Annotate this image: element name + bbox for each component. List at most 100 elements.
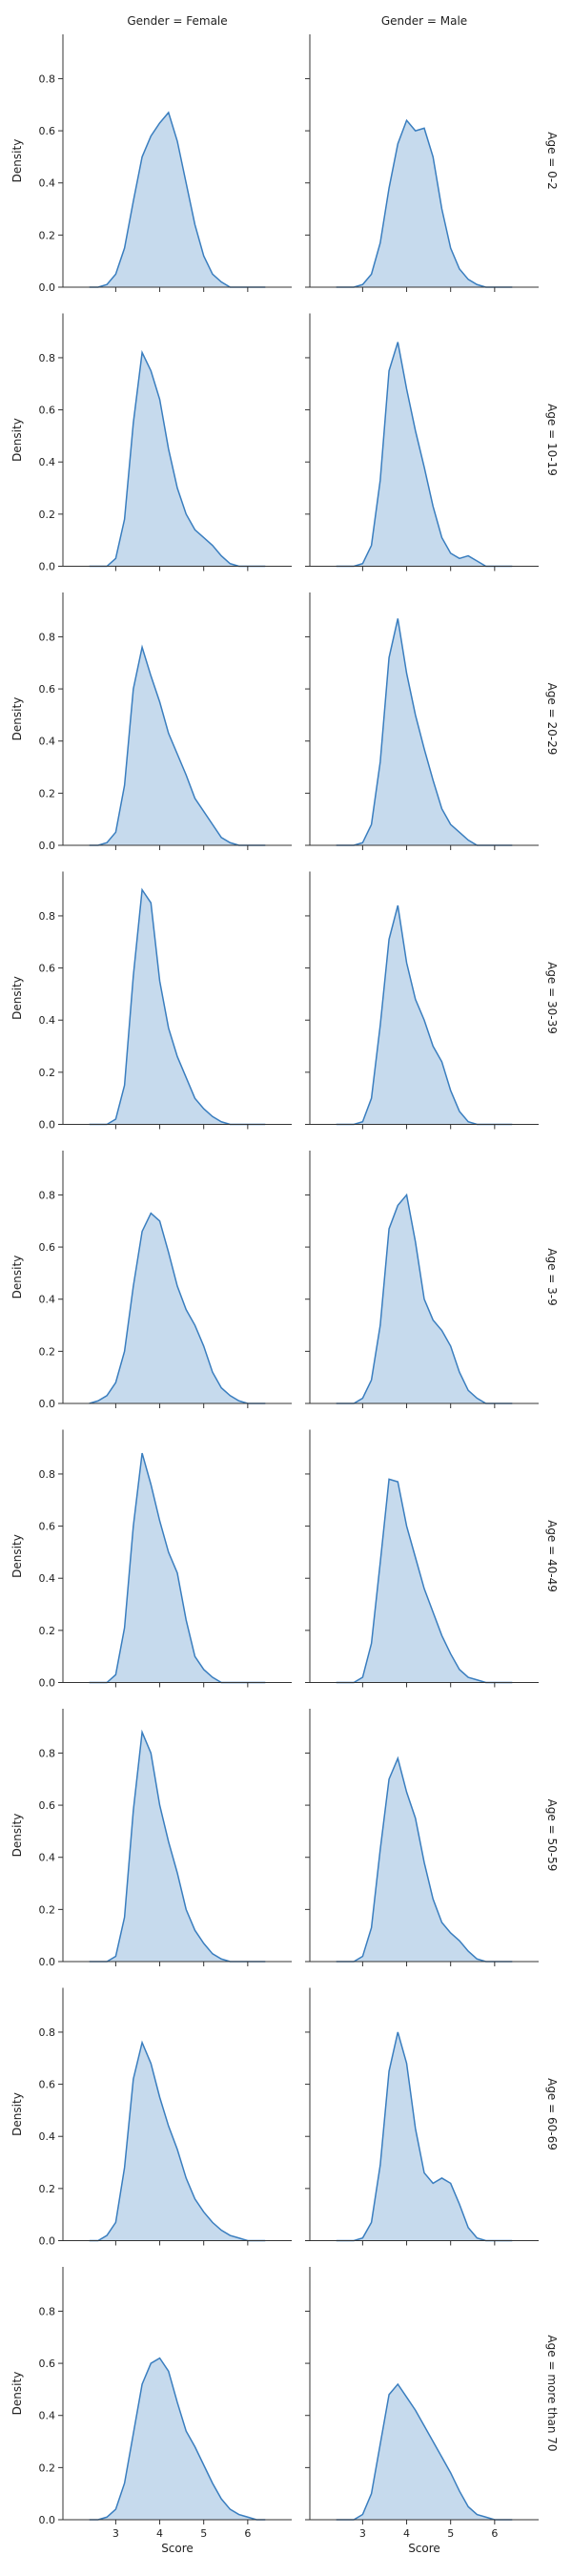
facet-panel: Age = 10-19 [305, 313, 559, 571]
facet-panel: Age = 50-59 [305, 1709, 559, 1966]
facet-panel: 0.0 0.2 0.4 0.6 0.8 Density [10, 1151, 292, 1410]
density-area [336, 618, 513, 845]
y-tick-label: 0.0 [39, 2514, 56, 2526]
density-area [89, 1213, 266, 1403]
y-tick-label: 0.0 [39, 1956, 56, 1968]
density-area [89, 1732, 266, 1962]
facet-panel: 0.0 0.2 0.4 0.6 0.8 Density [10, 34, 292, 294]
y-tick-label: 0.4 [39, 177, 56, 190]
y-tick-label: 0.4 [39, 456, 56, 468]
facet-panel: Age = 20-29 [305, 592, 559, 850]
row-title: Age = 30-39 [545, 962, 559, 1034]
density-line [336, 1755, 513, 1963]
y-tick-label: 0.4 [39, 1852, 56, 1864]
x-tick-label: 3 [112, 2527, 119, 2540]
row-title: Age = more than 70 [545, 2335, 559, 2451]
y-tick-label: 0.0 [39, 1119, 56, 1132]
density-area [336, 1479, 513, 1683]
y-tick-label: 0.6 [39, 963, 56, 975]
density-line [89, 349, 266, 568]
y-tick-label: 0.6 [39, 1521, 56, 1533]
density-area [89, 1453, 266, 1683]
density-area [89, 889, 266, 1125]
x-tick-label: 3 [359, 2527, 366, 2540]
y-tick-label: 0.6 [39, 405, 56, 417]
density-line [89, 1212, 266, 1404]
facet-panel: 0.0 0.2 0.4 0.6 0.8 Density [10, 592, 292, 852]
facet-panel: Age = 30-39 [305, 871, 559, 1130]
facet-panel: 3 4 5 6 0.0 0.2 0.4 0.6 0.8 Density Score [10, 2267, 292, 2555]
y-axis-label: Density [10, 2092, 24, 2136]
y-tick-label: 0.8 [39, 631, 56, 643]
y-tick-label: 0.8 [39, 2026, 56, 2039]
row-title: Age = 40-49 [545, 1520, 559, 1592]
y-tick-label: 0.4 [39, 736, 56, 748]
row-title: Age = 3-9 [545, 1248, 559, 1306]
y-axis-label: Density [10, 976, 24, 1020]
x-axis-label: Score [161, 2542, 194, 2555]
density-line [336, 2382, 513, 2521]
y-tick-label: 0.2 [39, 2183, 56, 2195]
density-area [336, 2383, 513, 2520]
density-line [336, 118, 513, 288]
row-title: Age = 0-2 [545, 132, 559, 190]
x-tick-label: 4 [156, 2527, 163, 2540]
y-tick-label: 0.4 [39, 1014, 56, 1027]
y-tick-label: 0.0 [39, 1398, 56, 1410]
density-area [336, 342, 513, 567]
density-area [336, 905, 513, 1125]
y-tick-label: 0.8 [39, 2305, 56, 2317]
y-axis-label: Density [10, 139, 24, 183]
y-tick-label: 0.8 [39, 1747, 56, 1759]
y-tick-label: 0.6 [39, 683, 56, 696]
y-tick-label: 0.4 [39, 1294, 56, 1306]
facet-panel: 0.0 0.2 0.4 0.6 0.8 Density [10, 871, 292, 1132]
y-tick-label: 0.0 [39, 561, 56, 573]
facet-panel: 3 4 5 6 Score Age = more than 70 [305, 2267, 559, 2555]
facet-panel: 0.0 0.2 0.4 0.6 0.8 Density [10, 1709, 292, 1968]
y-tick-label: 0.8 [39, 352, 56, 364]
y-tick-label: 0.8 [39, 1468, 56, 1481]
y-tick-label: 0.2 [39, 1067, 56, 1079]
column-title: Gender = Male [381, 14, 467, 28]
density-line [89, 2040, 266, 2242]
row-title: Age = 60-69 [545, 2078, 559, 2150]
density-line [89, 644, 266, 846]
y-tick-label: 0.0 [39, 840, 56, 852]
y-axis-label: Density [10, 2372, 24, 2416]
density-area [89, 2042, 266, 2241]
y-tick-label: 0.2 [39, 2462, 56, 2474]
y-tick-label: 0.2 [39, 509, 56, 521]
y-tick-label: 0.2 [39, 1345, 56, 1358]
y-tick-label: 0.6 [39, 2358, 56, 2370]
x-tick-label: 5 [447, 2527, 454, 2540]
y-tick-label: 0.6 [39, 125, 56, 137]
facet-panel: Age = 3-9 [305, 1151, 559, 1408]
row-title: Age = 10-19 [545, 404, 559, 476]
x-tick-label: 6 [491, 2527, 498, 2540]
y-axis-label: Density [10, 1256, 24, 1299]
density-line [336, 2031, 513, 2242]
density-area [89, 647, 266, 845]
density-line [336, 1193, 513, 1404]
facet-panel: Age = 40-49 [305, 1429, 559, 1688]
density-area [336, 120, 513, 288]
y-tick-label: 0.4 [39, 2410, 56, 2422]
y-axis-label: Density [10, 697, 24, 741]
y-axis-label: Density [10, 1814, 24, 1858]
density-area [89, 112, 266, 288]
facet-panel: 0.0 0.2 0.4 0.6 0.8 Density [10, 1987, 292, 2248]
y-tick-label: 0.0 [39, 281, 56, 294]
y-tick-label: 0.6 [39, 1799, 56, 1812]
facet-panel: Age = 0-2 [305, 34, 559, 292]
y-tick-label: 0.0 [39, 1677, 56, 1690]
y-tick-label: 0.2 [39, 787, 56, 800]
facet-panel: 0.0 0.2 0.4 0.6 0.8 Density [10, 313, 292, 573]
y-tick-label: 0.8 [39, 910, 56, 923]
density-line [336, 342, 513, 568]
y-tick-label: 0.2 [39, 1625, 56, 1637]
density-area [336, 1757, 513, 1962]
density-area [89, 2358, 266, 2520]
x-axis-label: Score [408, 2542, 440, 2555]
